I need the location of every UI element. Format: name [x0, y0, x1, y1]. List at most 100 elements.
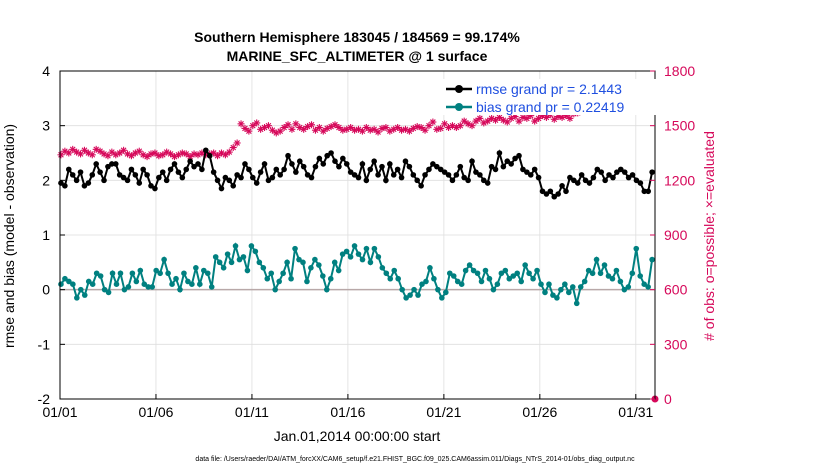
- obs-count-point: [405, 127, 413, 135]
- rmse-point: [304, 172, 311, 178]
- obs-count-point: [535, 114, 543, 122]
- obs-count-point: [159, 151, 167, 159]
- rmse-point: [422, 172, 428, 178]
- bias-point: [208, 284, 215, 290]
- rmse-point: [257, 169, 264, 175]
- rmse-point: [65, 166, 72, 173]
- bias-point: [327, 275, 334, 282]
- rmse-point: [590, 174, 597, 181]
- rmse-point: [633, 177, 640, 184]
- bias-point: [323, 286, 330, 293]
- rmse-point: [355, 174, 362, 181]
- obs-count-point: [233, 139, 241, 147]
- rmse-point: [140, 166, 146, 173]
- bias-point: [244, 267, 251, 274]
- rmse-point: [230, 183, 237, 189]
- bias-point: [109, 270, 116, 277]
- bias-point: [185, 278, 191, 285]
- rmse-point: [156, 174, 162, 181]
- x-tick-label: 01/21: [426, 404, 461, 420]
- bias-point: [407, 292, 413, 298]
- bias-point: [435, 286, 441, 293]
- rmse-point: [453, 172, 460, 178]
- bias-point: [482, 267, 489, 274]
- bias-point: [248, 243, 255, 249]
- rmse-point: [273, 166, 280, 173]
- rmse-point: [226, 177, 233, 184]
- rmse-point: [594, 166, 601, 173]
- bias-point: [280, 270, 286, 277]
- rmse-point: [85, 180, 92, 186]
- bias-point: [419, 281, 425, 288]
- obs-count-point: [190, 150, 198, 158]
- bias-point: [625, 284, 632, 290]
- rmse-point: [316, 155, 323, 162]
- bias-point: [371, 245, 378, 252]
- bias-point: [296, 256, 302, 263]
- bias-point: [177, 286, 183, 293]
- rmse-point: [179, 174, 186, 181]
- rmse-point: [293, 169, 299, 175]
- rmse-point: [359, 161, 366, 167]
- rmse-point: [524, 169, 530, 175]
- bias-point: [542, 289, 548, 296]
- bias-point: [276, 278, 282, 285]
- bias-point: [149, 284, 156, 290]
- bias-point: [399, 286, 405, 293]
- rmse-point: [371, 158, 377, 164]
- rmse-point: [89, 172, 96, 178]
- x-tick-label: 01/26: [522, 404, 557, 420]
- bias-point: [145, 284, 152, 290]
- bias-point: [292, 245, 298, 252]
- bias-point: [494, 281, 501, 288]
- rmse-point: [187, 158, 193, 164]
- bias-point: [125, 284, 132, 290]
- bias-point: [347, 254, 354, 260]
- rmse-point: [449, 177, 456, 184]
- rmse-point: [637, 180, 644, 186]
- bias-point: [212, 254, 219, 260]
- rmse-point: [109, 161, 115, 167]
- bias-point: [466, 262, 473, 268]
- obs-count-point: [417, 123, 425, 131]
- rmse-point: [132, 172, 139, 178]
- rmse-point: [363, 177, 370, 184]
- obs-count-point: [88, 151, 96, 159]
- rmse-point: [527, 172, 534, 178]
- bias-point: [439, 295, 445, 301]
- bias-point: [97, 273, 104, 279]
- chart-subtitle: MARINE_SFC_ALTIMETER @ 1 surface: [227, 48, 488, 64]
- rmse-point: [163, 177, 170, 184]
- obs-count-point: [311, 126, 319, 134]
- rmse-point: [183, 166, 190, 173]
- bias-point: [645, 284, 651, 290]
- rmse-point: [571, 177, 577, 184]
- rmse-point: [500, 163, 507, 170]
- bias-point: [272, 286, 279, 293]
- rmse-point: [320, 161, 327, 167]
- rmse-point: [492, 166, 499, 173]
- rmse-point: [167, 166, 174, 173]
- y-left-tick-label: 2: [42, 172, 50, 188]
- rmse-point: [234, 172, 240, 178]
- bias-point: [522, 262, 528, 268]
- obs-count-point: [362, 123, 370, 131]
- rmse-point: [610, 174, 616, 181]
- rmse-point: [555, 191, 561, 197]
- bias-point: [355, 251, 362, 257]
- bias-point: [450, 273, 457, 279]
- rmse-point: [214, 177, 221, 184]
- bias-point: [446, 270, 453, 277]
- obs-count-point: [69, 145, 77, 153]
- rmse-point: [394, 166, 401, 173]
- bias-point: [161, 256, 167, 263]
- bias-point: [129, 270, 136, 277]
- bias-point: [514, 270, 521, 277]
- legend-rmse-marker: [455, 85, 463, 93]
- rmse-point: [191, 163, 197, 170]
- bias-point: [252, 248, 259, 255]
- rmse-point: [340, 155, 346, 162]
- obs-count-point: [331, 121, 339, 129]
- obs-count-point: [249, 122, 257, 130]
